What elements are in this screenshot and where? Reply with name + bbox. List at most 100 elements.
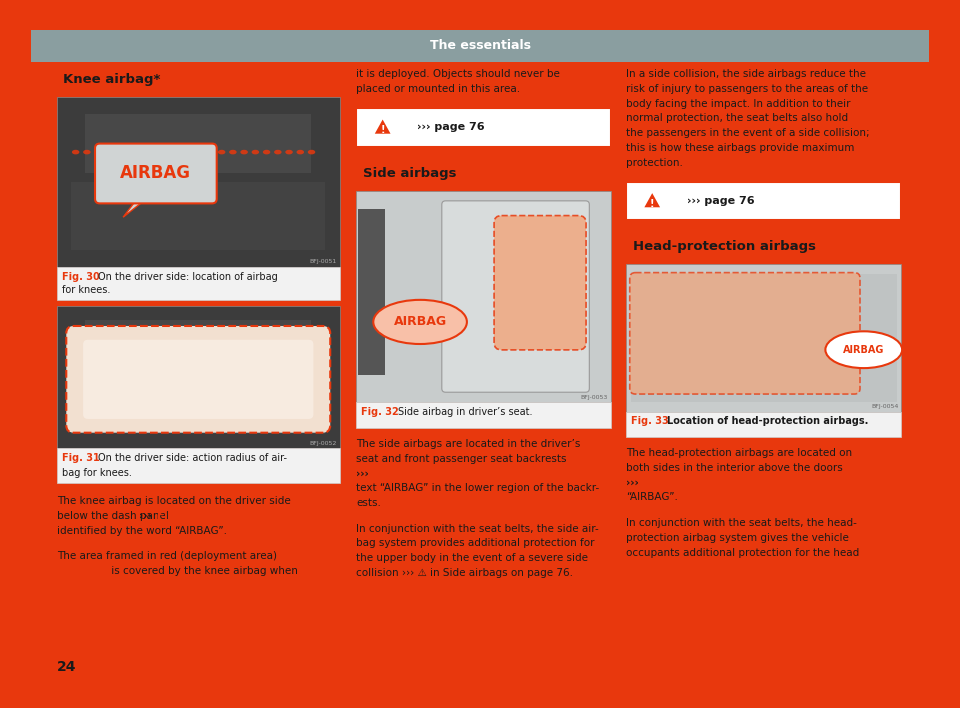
Ellipse shape — [206, 150, 214, 154]
Bar — [71, 182, 325, 250]
Bar — [626, 411, 901, 438]
Bar — [57, 306, 340, 448]
Text: On the driver side: location of airbag: On the driver side: location of airbag — [98, 272, 277, 282]
Bar — [356, 190, 611, 402]
Ellipse shape — [240, 150, 248, 154]
Text: is covered by the knee airbag when: is covered by the knee airbag when — [108, 566, 299, 576]
Text: The area framed in red (deployment area): The area framed in red (deployment area) — [57, 552, 276, 561]
Text: !: ! — [650, 199, 655, 209]
Ellipse shape — [184, 150, 192, 154]
Text: risk of injury to passengers to the areas of the: risk of injury to passengers to the area… — [626, 84, 868, 94]
Text: The side airbags are located in the driver’s: The side airbags are located in the driv… — [356, 439, 581, 449]
Text: ››› Fig. 31: ››› Fig. 31 — [57, 566, 113, 576]
Text: Fig. 30: Fig. 30 — [61, 272, 99, 282]
Text: BFJ-0053: BFJ-0053 — [581, 394, 609, 399]
Text: ests.: ests. — [356, 498, 381, 508]
Text: ››› page 76: ››› page 76 — [686, 196, 755, 206]
Bar — [31, 30, 929, 62]
Polygon shape — [374, 120, 391, 134]
Text: ›››: ››› — [138, 511, 152, 521]
Bar — [85, 114, 311, 173]
Bar — [626, 181, 901, 220]
Text: Side airbag in driver’s seat.: Side airbag in driver’s seat. — [397, 407, 532, 417]
Bar — [356, 183, 611, 185]
Ellipse shape — [285, 150, 293, 154]
Text: for knees.: for knees. — [61, 285, 110, 295]
Text: below the dash panel: below the dash panel — [57, 511, 172, 521]
Ellipse shape — [826, 331, 902, 368]
Text: normal protection, the seat belts also hold: normal protection, the seat belts also h… — [626, 113, 848, 123]
Ellipse shape — [139, 150, 147, 154]
Bar — [57, 89, 340, 91]
Text: identified by the word “AIRBAG”.: identified by the word “AIRBAG”. — [57, 525, 227, 536]
Bar — [358, 209, 385, 375]
Text: protection airbag system gives the vehicle: protection airbag system gives the vehic… — [626, 533, 849, 543]
Text: seat and front passenger seat backrests: seat and front passenger seat backrests — [356, 454, 567, 464]
Text: Fig. 32. The locations are identified by the: Fig. 32. The locations are identified by… — [373, 469, 625, 479]
Ellipse shape — [84, 150, 90, 154]
Bar — [356, 163, 359, 183]
Bar — [85, 320, 311, 370]
FancyBboxPatch shape — [66, 326, 330, 433]
Text: Fig. 32: Fig. 32 — [361, 407, 398, 417]
Ellipse shape — [275, 150, 281, 154]
Ellipse shape — [173, 150, 180, 154]
Ellipse shape — [218, 150, 226, 154]
Polygon shape — [123, 199, 147, 217]
FancyBboxPatch shape — [95, 144, 217, 203]
Ellipse shape — [151, 150, 158, 154]
Text: body facing the impact. In addition to their: body facing the impact. In addition to t… — [626, 98, 851, 109]
Ellipse shape — [373, 300, 467, 344]
FancyBboxPatch shape — [494, 215, 586, 350]
Text: Location of head-protection airbags.: Location of head-protection airbags. — [667, 416, 869, 426]
Text: In a side collision, the side airbags reduce the: In a side collision, the side airbags re… — [626, 69, 866, 79]
Ellipse shape — [106, 150, 113, 154]
Bar — [626, 264, 901, 411]
Text: Knee airbag*: Knee airbag* — [63, 73, 161, 86]
Text: The essentials: The essentials — [429, 40, 531, 52]
Text: In conjunction with the seat belts, the head-: In conjunction with the seat belts, the … — [626, 518, 857, 528]
Text: ››› page 76: ››› page 76 — [418, 122, 485, 132]
Text: collision ››› ⚠ in Side airbags on page 76.: collision ››› ⚠ in Side airbags on page … — [356, 568, 573, 578]
FancyBboxPatch shape — [84, 340, 313, 419]
Text: bag for knees.: bag for knees. — [61, 468, 132, 478]
Text: the passengers in the event of a side collision;: the passengers in the event of a side co… — [626, 128, 870, 138]
Text: Head-protection airbags: Head-protection airbags — [633, 240, 816, 253]
Ellipse shape — [117, 150, 125, 154]
Text: it is deployed. Objects should never be: it is deployed. Objects should never be — [356, 69, 561, 79]
Bar — [356, 108, 611, 147]
Bar — [356, 402, 611, 428]
Ellipse shape — [229, 150, 237, 154]
Text: The knee airbag is located on the driver side: The knee airbag is located on the driver… — [57, 496, 291, 506]
Text: both sides in the interior above the doors: both sides in the interior above the doo… — [626, 463, 843, 473]
Text: protection.: protection. — [626, 158, 683, 168]
Text: BFJ-0052: BFJ-0052 — [309, 440, 337, 445]
Ellipse shape — [308, 150, 315, 154]
Text: text “AIRBAG” in the lower region of the backr-: text “AIRBAG” in the lower region of the… — [356, 484, 600, 493]
Text: ›››: ››› — [626, 478, 638, 488]
Bar — [57, 69, 60, 89]
Text: Side airbags: Side airbags — [363, 167, 457, 180]
Text: placed or mounted in this area.: placed or mounted in this area. — [356, 84, 520, 94]
Text: Fig. 33 and are identified with the text: Fig. 33 and are identified with the text — [643, 478, 873, 488]
Text: Fig. 31: Fig. 31 — [61, 453, 99, 463]
Text: bag system provides additional protection for: bag system provides additional protectio… — [356, 539, 595, 549]
Bar — [71, 377, 325, 434]
Text: AIRBAG: AIRBAG — [843, 345, 884, 355]
Text: On the driver side: action radius of air-: On the driver side: action radius of air… — [98, 453, 287, 463]
Text: this is how these airbags provide maximum: this is how these airbags provide maximu… — [626, 143, 854, 153]
Text: BFJ-0051: BFJ-0051 — [309, 259, 337, 264]
Bar — [57, 97, 340, 267]
Bar — [631, 273, 897, 402]
Ellipse shape — [161, 150, 169, 154]
FancyBboxPatch shape — [442, 201, 589, 392]
FancyBboxPatch shape — [630, 273, 860, 394]
Text: BFJ-0054: BFJ-0054 — [871, 404, 899, 409]
Ellipse shape — [94, 150, 102, 154]
Ellipse shape — [72, 150, 80, 154]
Text: occupants additional protection for the head: occupants additional protection for the … — [626, 548, 859, 558]
Bar — [57, 448, 340, 484]
Bar — [626, 236, 629, 257]
Text: Fig. 33: Fig. 33 — [631, 416, 668, 426]
Text: the upper body in the event of a severe side: the upper body in the event of a severe … — [356, 553, 588, 564]
